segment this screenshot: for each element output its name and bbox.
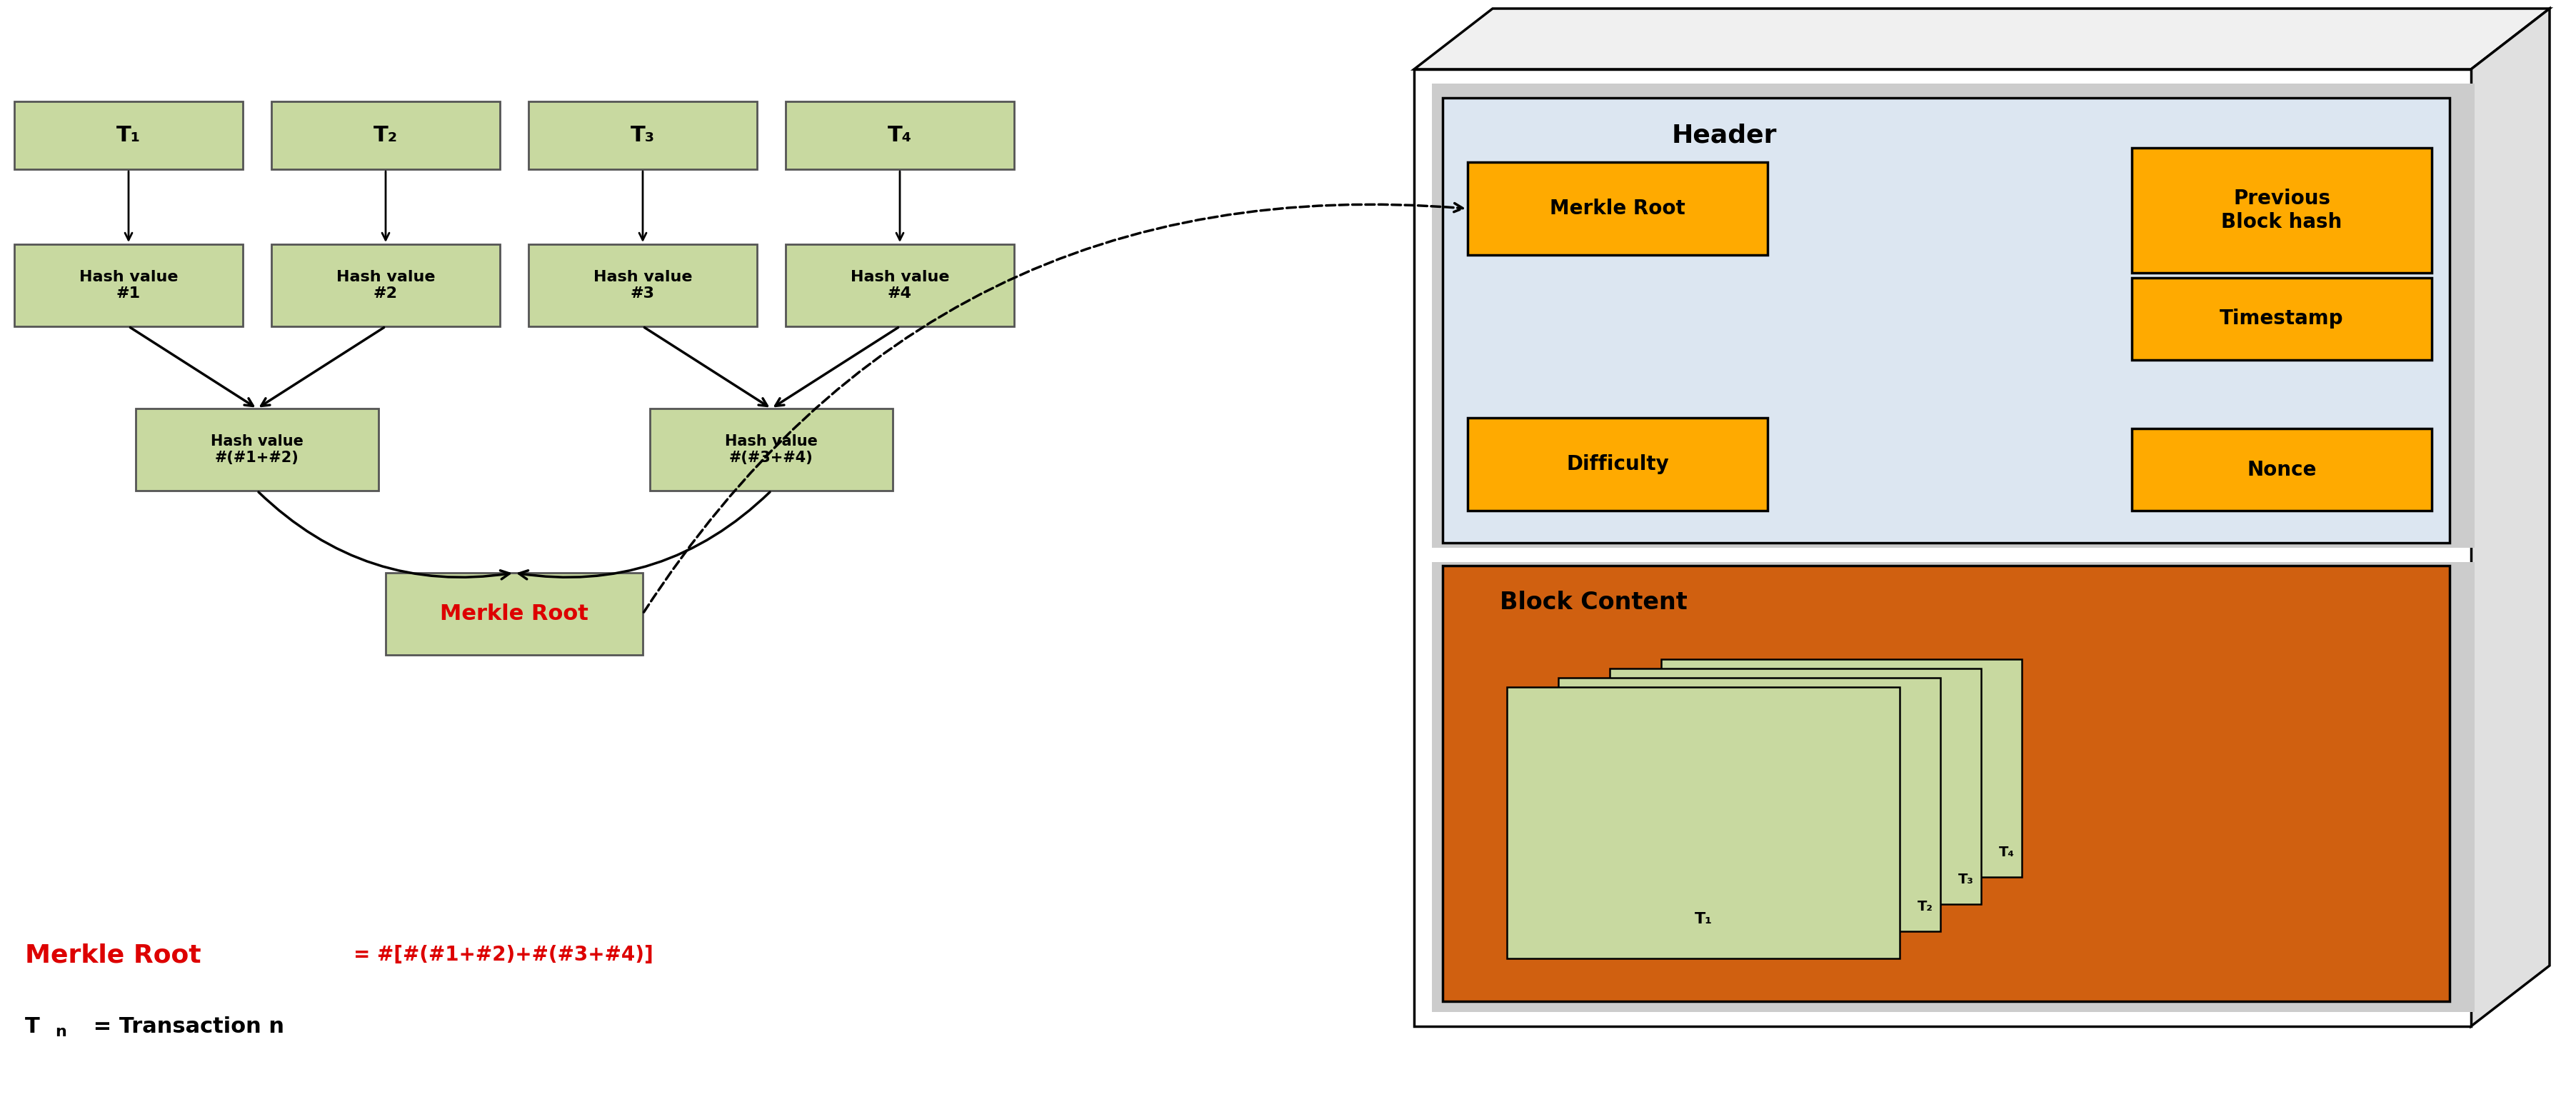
FancyBboxPatch shape — [1414, 69, 2470, 1026]
FancyBboxPatch shape — [528, 101, 757, 169]
Text: T: T — [26, 1016, 39, 1036]
FancyBboxPatch shape — [270, 245, 500, 327]
Text: Hash value
#2: Hash value #2 — [337, 270, 435, 300]
FancyBboxPatch shape — [528, 245, 757, 327]
Text: = Transaction n: = Transaction n — [85, 1016, 283, 1036]
FancyBboxPatch shape — [649, 408, 894, 490]
Text: T₂: T₂ — [1917, 900, 1932, 913]
FancyBboxPatch shape — [270, 101, 500, 169]
FancyArrowPatch shape — [644, 203, 1463, 613]
Text: Previous
Block hash: Previous Block hash — [2221, 189, 2342, 232]
FancyBboxPatch shape — [1558, 678, 1940, 932]
Text: Difficulty: Difficulty — [1566, 455, 1669, 475]
FancyBboxPatch shape — [1443, 98, 2450, 543]
Polygon shape — [1414, 9, 2550, 69]
Text: Hash value
#1: Hash value #1 — [80, 270, 178, 300]
FancyBboxPatch shape — [1468, 162, 1767, 255]
Text: Hash value
#(#3+#4): Hash value #(#3+#4) — [724, 434, 817, 465]
Text: n: n — [54, 1025, 67, 1039]
Text: Merkle Root: Merkle Root — [1551, 199, 1685, 219]
Text: T₂: T₂ — [374, 125, 397, 146]
FancyBboxPatch shape — [786, 245, 1015, 327]
FancyBboxPatch shape — [1432, 83, 2476, 548]
Text: T₄: T₄ — [889, 125, 912, 146]
Text: Header: Header — [1672, 123, 1777, 147]
FancyBboxPatch shape — [1610, 668, 1981, 904]
Polygon shape — [2470, 9, 2550, 1026]
FancyBboxPatch shape — [137, 408, 379, 490]
Text: T₁: T₁ — [1695, 912, 1713, 926]
Text: Hash value
#(#1+#2): Hash value #(#1+#2) — [211, 434, 304, 465]
FancyBboxPatch shape — [386, 573, 644, 655]
FancyBboxPatch shape — [786, 101, 1015, 169]
Text: Hash value
#4: Hash value #4 — [850, 270, 951, 300]
Text: Merkle Root: Merkle Root — [440, 604, 587, 624]
Text: T₁: T₁ — [116, 125, 142, 146]
Text: Merkle Root: Merkle Root — [26, 943, 201, 967]
FancyBboxPatch shape — [1432, 563, 2476, 1012]
FancyBboxPatch shape — [1662, 659, 2022, 877]
Text: T₃: T₃ — [631, 125, 654, 146]
FancyBboxPatch shape — [2133, 148, 2432, 272]
FancyBboxPatch shape — [1468, 418, 1767, 510]
FancyBboxPatch shape — [15, 245, 242, 327]
FancyBboxPatch shape — [1507, 687, 1899, 959]
Text: T₃: T₃ — [1958, 873, 1973, 886]
Text: Block Content: Block Content — [1499, 590, 1687, 615]
Text: Hash value
#3: Hash value #3 — [592, 270, 693, 300]
Text: Nonce: Nonce — [2246, 459, 2316, 479]
FancyBboxPatch shape — [2133, 278, 2432, 360]
Text: Timestamp: Timestamp — [2221, 309, 2344, 329]
FancyBboxPatch shape — [15, 101, 242, 169]
FancyBboxPatch shape — [2133, 429, 2432, 510]
Text: = #[#(#1+#2)+#(#3+#4)]: = #[#(#1+#2)+#(#3+#4)] — [353, 945, 654, 965]
Text: T₄: T₄ — [1999, 845, 2014, 860]
FancyBboxPatch shape — [1443, 566, 2450, 1001]
